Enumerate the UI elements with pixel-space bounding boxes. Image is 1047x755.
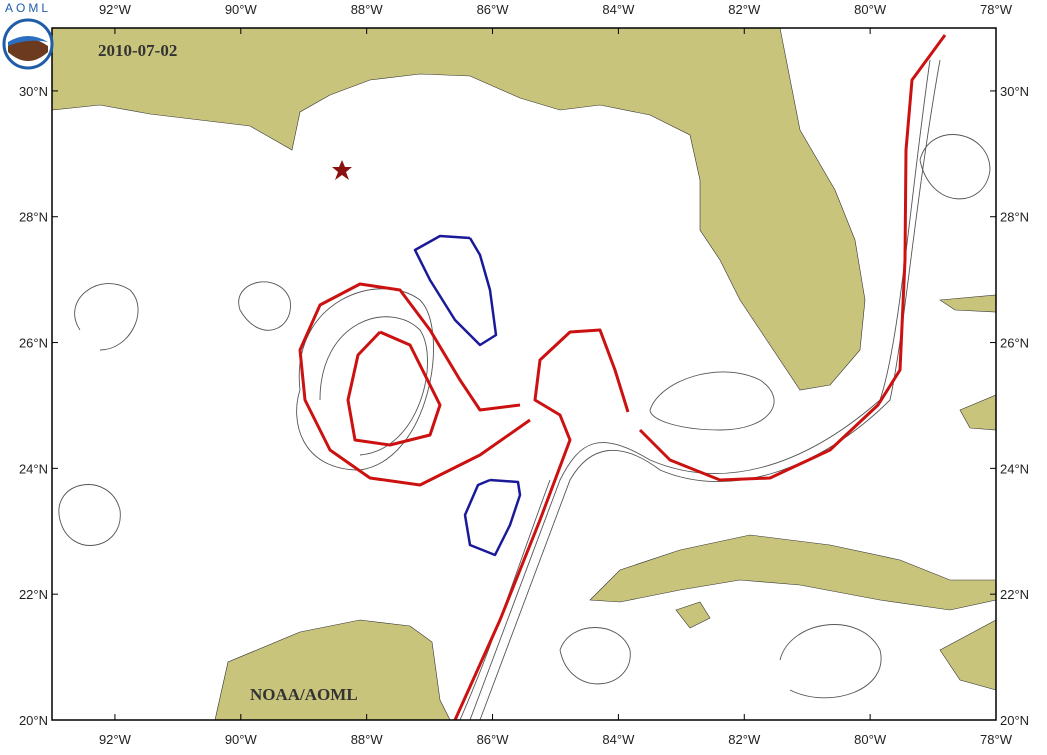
- streamline: [779, 624, 882, 699]
- lat-label: 30°N: [19, 84, 48, 99]
- streamline: [58, 484, 121, 546]
- yucatan: [214, 619, 451, 721]
- lon-label: 78°W: [980, 732, 1013, 747]
- streamline: [479, 59, 941, 721]
- logo-text: AOML: [5, 1, 51, 15]
- lat-label: 22°N: [1000, 587, 1029, 602]
- date-label: 2010-07-02: [98, 41, 177, 60]
- credit-label: NOAA/AOML: [250, 685, 358, 704]
- streamline: [296, 288, 434, 471]
- streamline: [319, 316, 428, 456]
- north-gulf-coast: [51, 27, 866, 391]
- streamline: [238, 281, 291, 331]
- loop-current: [453, 328, 630, 721]
- lon-label: 88°W: [351, 2, 384, 17]
- lat-label: 26°N: [1000, 336, 1029, 351]
- florida-current: [638, 34, 947, 482]
- streamline: [469, 59, 931, 721]
- lon-label: 86°W: [477, 2, 510, 17]
- logo: AOML: [2, 1, 54, 70]
- lon-label: 90°W: [225, 732, 258, 747]
- lon-label: 80°W: [854, 732, 887, 747]
- star-marker: [332, 160, 352, 180]
- lat-label: 20°N: [19, 713, 48, 728]
- streamline: [559, 627, 631, 685]
- lon-label: 82°W: [728, 732, 761, 747]
- streamline: [74, 283, 139, 351]
- cold-eddy-north: [413, 234, 498, 347]
- cold-eddy-south: [463, 478, 522, 557]
- lat-label: 24°N: [1000, 461, 1029, 476]
- logo-land: [8, 39, 48, 61]
- isla-juventud: [675, 601, 711, 629]
- land: [51, 27, 997, 721]
- streamline: [649, 371, 775, 431]
- lat-label: 26°N: [19, 336, 48, 351]
- lat-label: 30°N: [1000, 84, 1029, 99]
- lat-label: 24°N: [19, 461, 48, 476]
- lat-label: 22°N: [19, 587, 48, 602]
- lon-label: 82°W: [728, 2, 761, 17]
- lon-label: 86°W: [477, 732, 510, 747]
- lon-label: 88°W: [351, 732, 384, 747]
- lon-label: 78°W: [980, 2, 1013, 17]
- lat-label: 28°N: [1000, 210, 1029, 225]
- streamline: [919, 134, 991, 200]
- lon-label: 92°W: [99, 2, 132, 17]
- warm-eddy: [346, 330, 442, 447]
- lat-label: 28°N: [19, 210, 48, 225]
- loop-outer: [298, 282, 531, 487]
- currents: [298, 34, 947, 721]
- lat-label: 20°N: [1000, 713, 1029, 728]
- map-frame: [51, 27, 997, 721]
- lon-label: 84°W: [602, 2, 635, 17]
- lon-label: 92°W: [99, 732, 132, 747]
- logo-wave: [8, 36, 48, 46]
- lon-label: 84°W: [602, 732, 635, 747]
- lon-label: 90°W: [225, 2, 258, 17]
- lon-label: 80°W: [854, 2, 887, 17]
